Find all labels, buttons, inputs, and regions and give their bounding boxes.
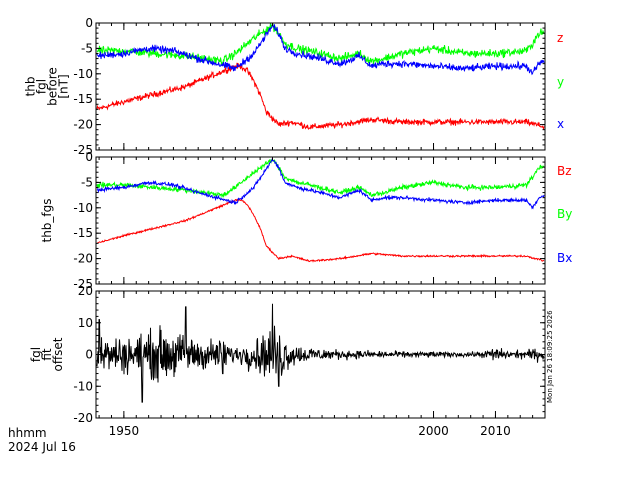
y-axis-label-line: [nT] <box>57 74 71 98</box>
timestamp-label: Mon Jan 26 18:09:25 2026 <box>546 310 554 403</box>
date-label: 2024 Jul 16 <box>8 440 76 454</box>
y-tick-label: -15 <box>73 226 93 240</box>
y-tick-label: -20 <box>73 411 93 425</box>
series-line-offset <box>96 303 545 403</box>
y-tick-label: -10 <box>73 201 93 215</box>
legend-entry-bx: Bx <box>557 251 572 265</box>
y-tick-label: -5 <box>81 175 93 189</box>
y-axis-label-line: fgl <box>29 347 43 362</box>
y-tick-label: 20 <box>78 284 93 298</box>
series-line-bx <box>96 158 545 210</box>
y-tick-label: -20 <box>73 252 93 266</box>
x-axis-left-label: hhmm <box>8 426 47 440</box>
series-line-z <box>96 62 545 131</box>
y-axis-label-line: thb <box>24 77 38 97</box>
y-tick-label: -10 <box>73 379 93 393</box>
y-axis-label-line: offset <box>51 337 65 371</box>
series-line-by <box>96 158 545 199</box>
series-line-y <box>96 22 545 67</box>
y-axis-label-line: fgl <box>35 79 49 94</box>
panels-group: 0-5-10-15-20-25thbfglbefore[nT]zyx0-5-10… <box>24 16 573 438</box>
y-axis-label-line: thb_fgs <box>40 198 54 242</box>
x-tick-label: 2010 <box>480 424 511 438</box>
legend-entry-z: z <box>557 31 563 45</box>
plot-frame-top <box>95 22 546 151</box>
y-axis-label-line: before <box>46 67 60 106</box>
y-tick-label: 0 <box>85 16 93 30</box>
y-axis-label-line: fit <box>40 348 54 361</box>
y-tick-label: -25 <box>73 143 93 157</box>
x-tick-label: 2000 <box>418 424 449 438</box>
legend-entry-y: y <box>557 75 564 89</box>
legend-entry-by: By <box>557 207 572 221</box>
chart-panel-middle: 0 -5 -10 -15 -20 -25 thb_fgs Bz By Bx <box>40 150 572 291</box>
y-tick-label: 0 <box>85 348 93 362</box>
y-tick-label: 0 <box>85 150 93 164</box>
legend-entry-x: x <box>557 117 564 131</box>
y-tick-label: -20 <box>73 118 93 132</box>
plot-frame-middle <box>95 156 546 285</box>
x-tick-label: 1950 <box>109 424 140 438</box>
y-tick-label: -10 <box>73 67 93 81</box>
series-line-x <box>96 23 545 76</box>
y-tick-label: -25 <box>73 277 93 291</box>
y-tick-label: 10 <box>78 316 93 330</box>
legend-entry-bz: Bz <box>557 164 572 178</box>
series-line-bz <box>96 198 545 263</box>
y-tick-label: -15 <box>73 92 93 106</box>
y-tick-label: -5 <box>81 41 93 55</box>
